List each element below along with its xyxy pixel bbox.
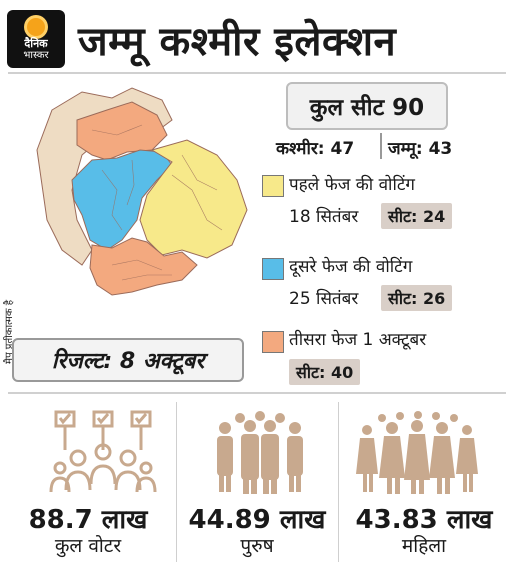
sun-icon: [27, 17, 45, 36]
voters-with-placards-icon: [49, 410, 157, 493]
result-date-box: रिजल्ट: 8 अक्टूबर: [12, 338, 244, 382]
total-voters-value: 88.7 लाख: [28, 505, 148, 535]
phase3-swatch: [262, 331, 284, 353]
phase1-swatch: [262, 175, 284, 197]
constituency-lines: [91, 124, 223, 281]
phase2-date: 25 सितंबर: [289, 289, 359, 309]
phase2-title: दूसरे फेज की वोटिंग: [289, 257, 413, 277]
region-separator: [380, 133, 382, 159]
phase2-seats: सीट: 26: [381, 285, 453, 311]
map-region-phase3-south: [89, 237, 198, 296]
male-voters-value: 44.89 लाख: [188, 505, 326, 535]
phase3-seats: सीट: 40: [289, 359, 361, 385]
phase1-date: 18 सितंबर: [289, 207, 359, 227]
female-voters-value: 43.83 लाख: [355, 505, 493, 535]
logo-line-2: भास्कर: [23, 49, 49, 61]
header-divider: [8, 72, 506, 74]
phase2-swatch: [262, 258, 284, 280]
female-voters-label: महिला: [401, 535, 447, 557]
stats-divider: [8, 392, 506, 394]
total-seats-box: कुल सीट 90: [286, 82, 448, 130]
jk-constituency-map: [36, 87, 248, 296]
map-region-phase2: [71, 149, 173, 251]
phase3-title: तीसरा फेज 1 अक्टूबर: [289, 330, 427, 350]
phase1-title: पहले फेज की वोटिंग: [289, 175, 415, 195]
stats-separator-1: [176, 402, 177, 562]
total-voters-label: कुल वोटर: [54, 535, 122, 557]
stats-separator-2: [338, 402, 339, 562]
logo-line-1: दैनिक: [24, 36, 48, 50]
male-voters-label: पुरुष: [240, 535, 274, 557]
women-crowd-icon: [356, 411, 478, 494]
kashmir-seats: कश्मीर: 47: [276, 139, 355, 159]
men-crowd-icon: [217, 411, 303, 494]
jammu-seats: जम्मू: 43: [388, 139, 453, 159]
dainik-bhaskar-logo: दैनिक भास्कर: [7, 10, 65, 68]
page-title: जम्मू कश्मीर इलेक्शन: [78, 19, 397, 65]
phase1-seats: सीट: 24: [381, 203, 453, 229]
